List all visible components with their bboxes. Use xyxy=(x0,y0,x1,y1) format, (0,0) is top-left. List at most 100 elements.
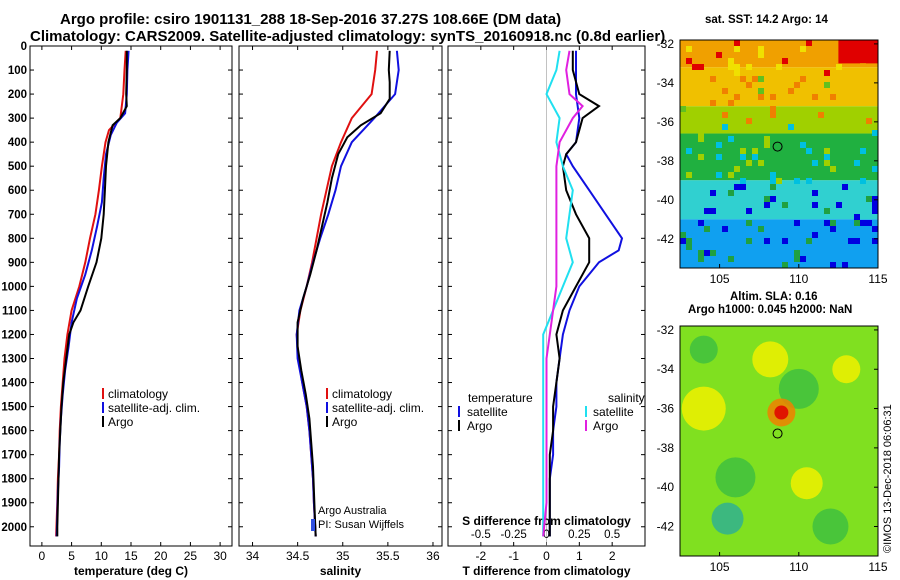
sst-pixel xyxy=(872,166,878,172)
sst-pixel xyxy=(728,100,734,106)
x2-tick-label: -0.5 xyxy=(471,529,491,541)
sst-pixel xyxy=(758,226,764,232)
sst-pixel xyxy=(728,64,734,70)
sst-pixel xyxy=(758,88,764,94)
sst-pixel xyxy=(692,64,698,70)
sst-pixel xyxy=(692,124,698,130)
x-axis-label: T difference from climatology xyxy=(462,564,630,578)
sst-band xyxy=(680,67,878,107)
sst-pixel xyxy=(794,256,800,262)
map-y-tick-label: -34 xyxy=(657,362,675,376)
series-line-argo xyxy=(296,50,391,537)
x-tick-label: 15 xyxy=(124,549,138,563)
sla-blob xyxy=(711,502,744,535)
depth-tick-label: 200 xyxy=(8,89,27,101)
x-tick-label: 0 xyxy=(543,549,550,563)
sst-pixel xyxy=(872,202,878,208)
sla-blob xyxy=(812,508,849,545)
sst-map-field xyxy=(680,40,878,268)
sst-pixel xyxy=(842,184,848,190)
legend-label: Argo xyxy=(108,415,134,429)
imos-timestamp-label: ©IMOS 13-Dec-2018 06:06:31 xyxy=(882,404,894,553)
map-x-tick-label: 115 xyxy=(868,272,887,286)
x-axis-label: temperature (deg C) xyxy=(74,564,188,578)
float-marker-box xyxy=(311,519,315,531)
sst-pixel xyxy=(782,58,788,64)
map1-title: sat. SST: 14.2 Argo: 14 xyxy=(705,14,828,26)
sst-pixel xyxy=(824,70,830,76)
sst-pixel xyxy=(686,58,692,64)
profile-panel-frame-0 xyxy=(29,45,233,547)
sst-pixel xyxy=(734,184,740,190)
sst-pixel xyxy=(746,82,752,88)
sst-pixel xyxy=(710,250,716,256)
sst-pixel xyxy=(758,76,764,82)
x2-tick-label: 0.5 xyxy=(604,529,620,541)
sst-pixel xyxy=(764,202,770,208)
sst-pixel xyxy=(746,64,752,70)
series-line-argo xyxy=(56,50,128,537)
x2-tick-label: -0.25 xyxy=(501,529,527,541)
depth-tick-label: 800 xyxy=(8,233,27,245)
sst-pixel xyxy=(746,118,752,124)
x-tick-label: 35.5 xyxy=(376,549,400,563)
sst-pixel xyxy=(770,94,776,100)
depth-tick-label: 1000 xyxy=(1,281,27,293)
sst-pixel xyxy=(710,190,716,196)
sst-pixel xyxy=(866,196,872,202)
sst-pixel xyxy=(842,262,848,268)
sla-blob xyxy=(689,335,718,364)
sst-pixel xyxy=(704,208,710,214)
sst-pixel xyxy=(824,124,830,130)
x-tick-label: -2 xyxy=(475,549,486,563)
profile-panel-frame-1 xyxy=(238,45,443,547)
sst-pixel xyxy=(746,160,752,166)
legend-label: climatology xyxy=(108,387,168,401)
legend-label: Argo xyxy=(332,415,358,429)
map-x-tick-label: 105 xyxy=(710,560,730,574)
x-tick-label: 25 xyxy=(184,549,198,563)
map-x-tick-label: 105 xyxy=(710,272,730,286)
depth-tick-label: 1600 xyxy=(1,426,27,438)
sst-pixel xyxy=(800,76,806,82)
sst-pixel xyxy=(764,196,770,202)
sst-pixel xyxy=(830,124,836,130)
x-tick-label: 5 xyxy=(68,549,75,563)
sst-pixel xyxy=(722,226,728,232)
sst-pixel xyxy=(806,148,812,154)
sst-pixel xyxy=(770,112,776,118)
map-y-tick-label: -32 xyxy=(657,37,675,51)
sst-pixel xyxy=(710,100,716,106)
sst-pixel xyxy=(830,94,836,100)
sst-pixel xyxy=(758,46,764,52)
sst-pixel xyxy=(680,238,686,244)
sla-map-field xyxy=(680,326,878,556)
sst-pixel xyxy=(710,76,716,82)
sst-pixel xyxy=(734,64,740,70)
depth-tick-label: 400 xyxy=(8,137,27,149)
sla-blob xyxy=(778,368,819,409)
x-tick-label: -1 xyxy=(508,549,519,563)
sla-blob xyxy=(790,467,823,500)
sst-pixel xyxy=(854,160,860,166)
sst-pixel xyxy=(866,220,872,226)
legend-label: satellite xyxy=(593,405,634,419)
sst-pixel xyxy=(782,202,788,208)
sst-pixel xyxy=(770,172,776,178)
series-line-satellite-adj-clim- xyxy=(55,50,130,537)
sst-pixel xyxy=(872,226,878,232)
sst-pixel xyxy=(830,166,836,172)
sst-pixel xyxy=(830,262,836,268)
sst-pixel xyxy=(824,82,830,88)
sst-pixel xyxy=(698,130,704,136)
sst-pixel xyxy=(698,250,704,256)
sst-pixel xyxy=(782,238,788,244)
x2-tick-label: 0.25 xyxy=(568,529,590,541)
credit-line2: PI: Susan Wijffels xyxy=(318,519,404,531)
series-line-satellite xyxy=(542,50,574,537)
sst-pixel xyxy=(698,154,704,160)
sla-blob xyxy=(832,355,861,384)
x-tick-label: 0 xyxy=(39,549,46,563)
sst-pixel xyxy=(746,208,752,214)
